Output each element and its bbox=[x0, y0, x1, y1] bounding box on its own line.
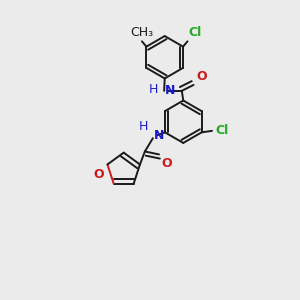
Text: O: O bbox=[93, 168, 104, 181]
Text: O: O bbox=[196, 70, 207, 83]
Text: O: O bbox=[161, 158, 172, 170]
Text: H: H bbox=[139, 120, 148, 133]
Text: CH₃: CH₃ bbox=[130, 26, 154, 39]
Text: N: N bbox=[154, 129, 164, 142]
Text: N: N bbox=[165, 84, 175, 97]
Text: Cl: Cl bbox=[188, 26, 201, 39]
Text: H: H bbox=[148, 83, 158, 96]
Text: Cl: Cl bbox=[215, 124, 228, 137]
